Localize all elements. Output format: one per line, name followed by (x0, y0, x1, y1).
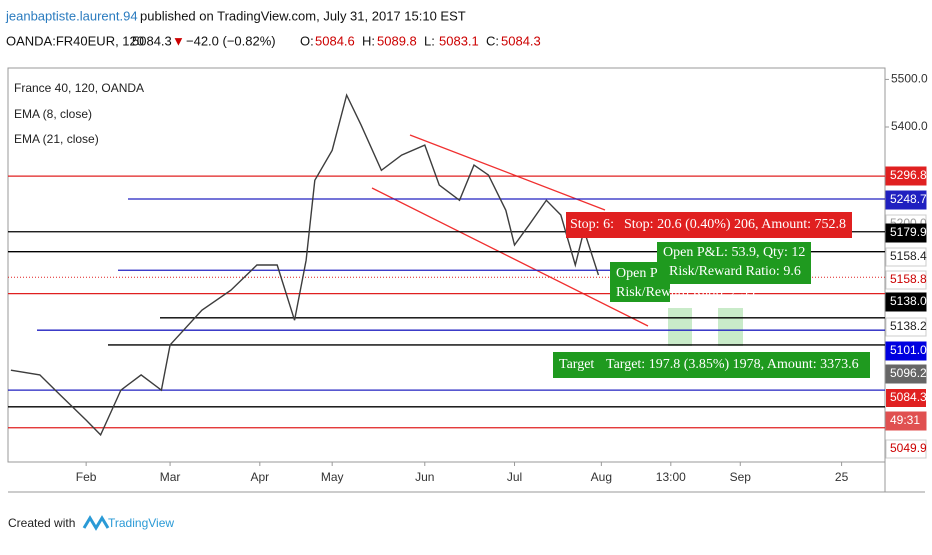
price-label: 5248.7 (890, 192, 927, 206)
footer-text: Created with (8, 516, 75, 530)
logo (82, 515, 110, 531)
stop-box (618, 212, 852, 238)
price-label-bg (885, 223, 927, 243)
x-tick-label: Jun (415, 470, 434, 484)
price-label: 5138.0 (890, 294, 927, 308)
price-label-bg (885, 364, 927, 384)
pnl-label: Open P (616, 266, 658, 281)
legend-item: France 40, 120, OANDA (14, 81, 144, 95)
target-label: Target: 197.8 (3.85%) 1978, Amount: 3373… (606, 357, 859, 372)
pnl-label: Open P&L: 53.9, Qty: 12 (663, 245, 805, 260)
ohlc-value: 5089.8 (377, 33, 417, 48)
stop-label: Stop: 6: (570, 217, 614, 232)
ohlc-key: H: (362, 33, 375, 48)
price-label: 49:31 (890, 413, 920, 427)
price-label: 5101.0 (890, 343, 927, 357)
price-label: 5096.2 (890, 366, 927, 380)
price-label: 5158.8 (890, 272, 927, 286)
published: published on TradingView.com, July 31, 2… (140, 8, 466, 23)
ohlc-value: 5084.6 (315, 33, 355, 48)
price-label: 5158.4 (890, 249, 927, 263)
price-label-bg (885, 190, 927, 210)
price-label-bg (885, 292, 927, 312)
target-zone (718, 308, 743, 346)
ohlc-key: C: (486, 33, 499, 48)
symbol: OANDA:FR40EUR, 120 (6, 33, 144, 48)
x-tick-label: 25 (835, 470, 849, 484)
y-tick-label: 5400.0 (891, 119, 928, 133)
ohlc-value: 5083.1 (439, 33, 479, 48)
legend-item: EMA (8, close) (14, 107, 92, 121)
trend-line (409, 134, 606, 211)
target-box (600, 352, 870, 378)
price-label-bg (885, 166, 927, 186)
arrow: ▼ (172, 33, 185, 48)
price-label: 5179.9 (890, 225, 927, 239)
rr-label: Risk/Reward Ratio: 9.6 (669, 264, 801, 279)
price-label-bg (885, 317, 927, 337)
pnl-box (657, 242, 811, 284)
trend-line (371, 187, 649, 327)
x-tick-label: 13:00 (656, 470, 686, 484)
stop-label: Stop: 20.6 (0.40%) 206, Amount: 752.8 (624, 217, 846, 232)
stop-box (566, 212, 626, 238)
y-tick-label: 5500.0 (891, 72, 928, 86)
price-line (10, 93, 600, 437)
price-label-bg (885, 341, 927, 361)
price-label-bg (886, 389, 926, 407)
change: −42.0 (−0.82%) (186, 33, 276, 48)
price-label-bg (885, 247, 927, 267)
ohlc-value: 5084.3 (501, 33, 541, 48)
legend-item: EMA (21, close) (14, 132, 99, 146)
x-tick-label: Feb (76, 470, 97, 484)
x-tick-label: May (321, 470, 344, 484)
x-tick-label: Mar (160, 470, 181, 484)
x-tick-label: Jul (507, 470, 522, 484)
target-zone (668, 308, 692, 346)
price-label-bg (885, 411, 927, 431)
author[interactable]: jeanbaptiste.laurent.94 (5, 8, 138, 23)
x-tick-label: Apr (250, 470, 269, 484)
price: 5084.3 (132, 33, 172, 48)
price-label: 5296.8 (890, 168, 927, 182)
x-tick-label: Aug (591, 470, 612, 484)
target-box (553, 352, 603, 378)
target-label: Target (559, 357, 594, 372)
price-label-bg (885, 439, 927, 459)
price-label: 5049.9 (890, 441, 927, 455)
x-tick-label: Sep (730, 470, 752, 484)
price-label: 5138.2 (890, 319, 927, 333)
ohlc-key: O: (300, 33, 314, 48)
rr-label: Risk/Reward Ratio: 2.53 (616, 285, 755, 300)
price-label-bg (885, 270, 927, 290)
ohlc-key: L: (424, 33, 435, 48)
footer-brand[interactable]: TradingView (108, 516, 174, 530)
price-label: 5084.3 (890, 390, 927, 404)
